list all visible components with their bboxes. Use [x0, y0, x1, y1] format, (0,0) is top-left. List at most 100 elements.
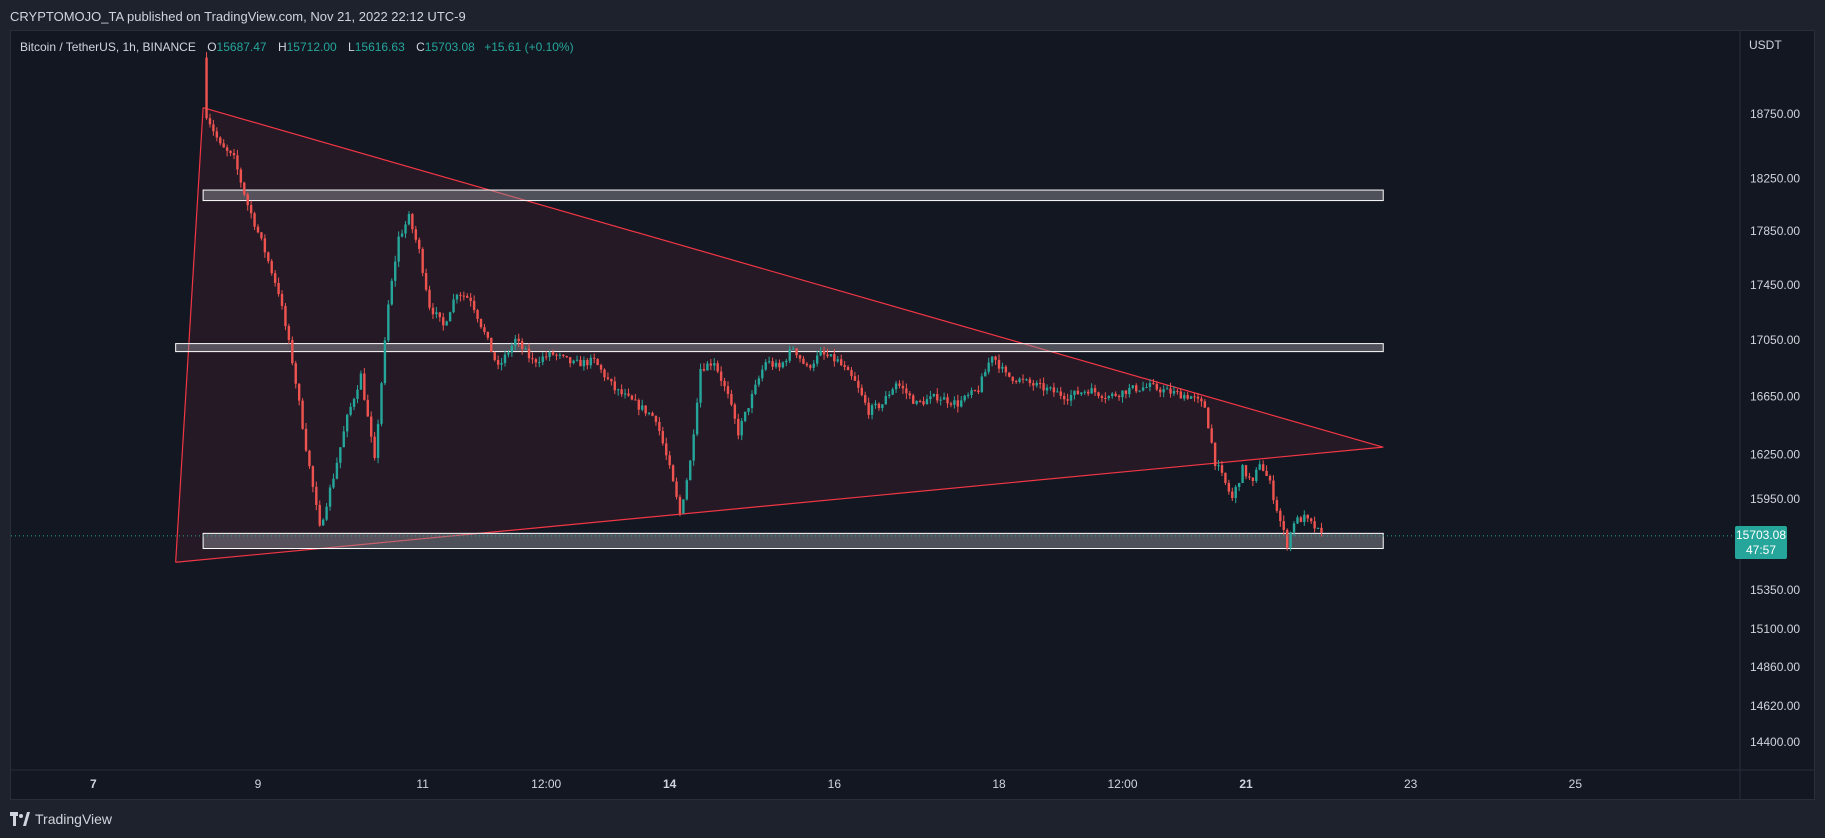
candle-body	[472, 300, 476, 311]
x-tick-label: 9	[255, 777, 262, 791]
candle-body	[589, 357, 592, 366]
candle-body	[1059, 391, 1062, 396]
candle-body	[363, 373, 366, 400]
candle-body	[754, 384, 757, 395]
candle-body	[366, 399, 369, 417]
candle-body	[1001, 366, 1004, 369]
candle-body	[568, 357, 572, 364]
candle-body	[1285, 529, 1289, 548]
legend-high-value: 15712.00	[286, 40, 337, 54]
candle-body	[1162, 389, 1165, 393]
candle-body	[949, 403, 953, 405]
candle-body	[1189, 396, 1193, 399]
candle-body	[785, 360, 788, 363]
candle-body	[1244, 465, 1248, 477]
candle-body	[829, 354, 833, 357]
candle-body	[630, 395, 634, 400]
candle-body	[249, 205, 253, 214]
candle-body	[1104, 398, 1107, 400]
candle-body	[212, 124, 215, 132]
candle-body	[737, 418, 740, 436]
candle-body	[270, 261, 273, 274]
candle-body	[469, 297, 472, 301]
candle-body	[929, 396, 932, 400]
candle-body	[1207, 407, 1210, 429]
candle-body	[273, 273, 277, 283]
candle-body	[997, 359, 1001, 369]
triangle-fill	[175, 107, 1384, 563]
candle-body	[857, 380, 860, 388]
candle-body	[1032, 383, 1035, 386]
candle-body	[1114, 393, 1117, 396]
candle-body	[1282, 521, 1285, 530]
candle-body	[695, 402, 699, 435]
candle-body	[836, 359, 839, 362]
candle-body	[761, 369, 764, 379]
candle-body	[414, 229, 418, 240]
candle-body	[620, 389, 623, 395]
candle-body	[1316, 527, 1320, 529]
candle-body	[788, 349, 791, 361]
candle-body	[641, 405, 644, 410]
candle-body	[647, 412, 651, 414]
candle-body	[771, 361, 774, 367]
candle-body	[1193, 396, 1196, 398]
candle-body	[939, 399, 942, 401]
candle-body	[229, 150, 232, 154]
candle-body	[321, 519, 325, 526]
candle-body	[603, 369, 606, 378]
candle-body	[236, 155, 239, 170]
candle-body	[870, 405, 874, 415]
candle-body	[1011, 376, 1014, 382]
candle-body	[599, 365, 603, 370]
candle-body	[219, 137, 222, 144]
triangle-left-edge	[175, 107, 204, 563]
y-tick-label: 16250.00	[1750, 447, 1800, 461]
candle-body	[1028, 379, 1032, 384]
candle-body	[1227, 482, 1231, 492]
candle-body	[500, 363, 503, 365]
candle-body	[1052, 387, 1056, 393]
candle-body	[356, 389, 359, 399]
candle-body	[894, 383, 898, 390]
candle-body	[946, 397, 949, 404]
candle-body	[277, 282, 280, 294]
candle-body	[798, 355, 802, 359]
candle-body	[380, 383, 383, 424]
tradingview-logo[interactable]: TradingView	[10, 811, 112, 827]
candle-body	[891, 389, 894, 395]
candle-body	[376, 423, 380, 459]
candle-body	[1234, 486, 1237, 499]
candle-body	[678, 496, 682, 514]
candle-body	[905, 388, 908, 394]
candle-body	[394, 261, 397, 281]
candle-body	[984, 371, 987, 377]
candle-body	[850, 370, 853, 377]
candle-body	[400, 233, 404, 237]
chart-frame[interactable]	[10, 30, 1815, 800]
y-tick-label: 18750.00	[1750, 107, 1800, 121]
triangle-upper-line	[202, 107, 1384, 448]
candle-body	[1021, 378, 1025, 380]
candle-body	[308, 450, 311, 467]
candle-body	[531, 358, 534, 360]
candle-body	[733, 404, 737, 419]
candle-body	[397, 236, 400, 262]
candle-body	[490, 337, 493, 353]
candle-body	[267, 252, 270, 262]
y-tick-label: 14860.00	[1750, 660, 1800, 674]
x-tick-label: 12:00	[531, 777, 561, 791]
candle-body	[1131, 385, 1134, 388]
publish-bar: CRYPTOMOJO_TA published on TradingView.c…	[0, 0, 1825, 30]
candle-body	[617, 389, 620, 391]
candle-body	[1258, 464, 1261, 470]
candle-body	[428, 289, 431, 308]
candle-body	[781, 362, 785, 368]
candle-body	[534, 359, 538, 363]
candle-body	[507, 352, 510, 355]
candle-body	[582, 359, 586, 367]
sr-zone	[175, 343, 1384, 353]
candle-body	[565, 355, 568, 358]
legend-open-value: 15687.47	[216, 40, 267, 54]
